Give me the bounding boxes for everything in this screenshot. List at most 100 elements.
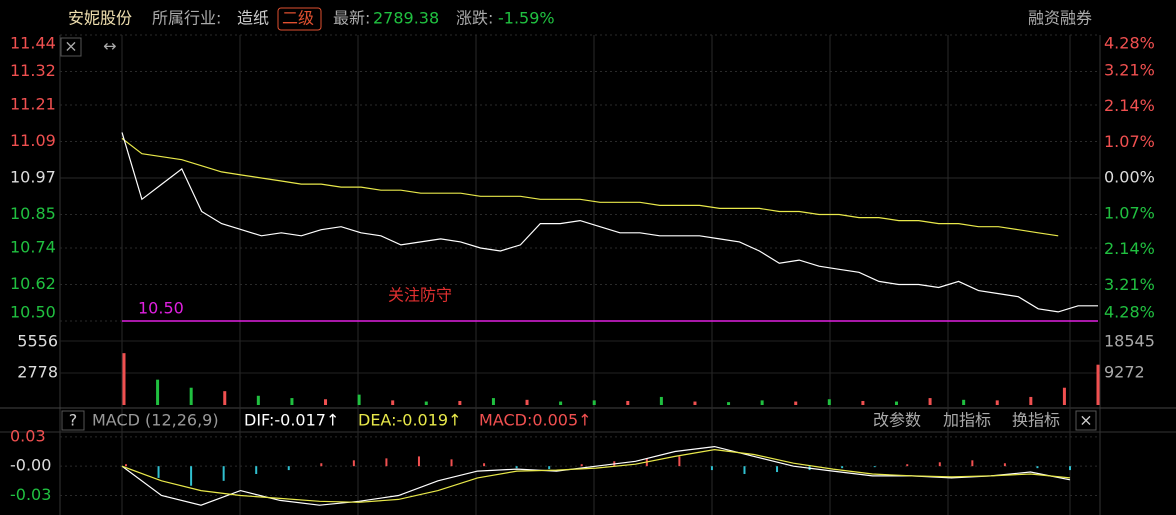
y-tick-label: 10.50 bbox=[10, 303, 56, 322]
dea-label: DEA:-0.019↑ bbox=[358, 411, 461, 430]
macd-bar bbox=[125, 464, 127, 467]
y-tick-label: 10.62 bbox=[10, 274, 56, 293]
close-icon[interactable] bbox=[60, 37, 82, 57]
volume-y2-label: 9272 bbox=[1104, 363, 1145, 382]
macd-button[interactable]: 加指标 bbox=[943, 411, 991, 430]
macd-button[interactable]: 换指标 bbox=[1012, 411, 1060, 430]
volume-bar bbox=[794, 401, 798, 405]
macd-bar bbox=[971, 460, 974, 467]
y2-tick-label: 1.07% bbox=[1104, 203, 1155, 222]
resize-icon[interactable]: ↔ bbox=[103, 37, 116, 56]
level[interactable]: 二级 bbox=[282, 9, 314, 28]
volume-y2-label: 18545 bbox=[1104, 332, 1155, 351]
y2-tick-label: 4.28% bbox=[1104, 34, 1155, 53]
volume-bar bbox=[256, 395, 260, 405]
macd-tick-label: -0.03 bbox=[10, 485, 51, 504]
macd-bar bbox=[515, 466, 518, 469]
volume-bar bbox=[693, 401, 697, 405]
volume-bar bbox=[559, 401, 563, 405]
macd-bar bbox=[743, 466, 746, 474]
y2-tick-label: 2.14% bbox=[1104, 239, 1155, 258]
change: -1.59% bbox=[498, 9, 555, 28]
y2-tick-label: 2.14% bbox=[1104, 96, 1155, 115]
macd-close-box[interactable] bbox=[1075, 410, 1097, 431]
volume-tick-label: 2778 bbox=[17, 363, 58, 382]
macd-bar bbox=[841, 466, 844, 469]
volume-bar bbox=[995, 400, 999, 405]
volume-bar bbox=[928, 398, 932, 405]
industry: 造纸 bbox=[237, 9, 269, 28]
macd-bar bbox=[385, 458, 388, 467]
macd-bar bbox=[710, 466, 713, 471]
macd-bar bbox=[190, 466, 193, 486]
y2-tick-label: 3.21% bbox=[1104, 60, 1155, 79]
macd-bar bbox=[1036, 466, 1039, 469]
y-tick-label: 10.97 bbox=[10, 168, 56, 187]
macd-bar bbox=[450, 459, 453, 467]
volume-bar bbox=[861, 400, 865, 405]
macd-bar bbox=[417, 456, 420, 467]
volume-bar bbox=[626, 400, 630, 405]
volume-bar bbox=[122, 353, 126, 405]
macd-tick-label: 0.03 bbox=[10, 426, 46, 445]
y-tick-label: 11.21 bbox=[10, 94, 56, 113]
change-label: 涨跌: bbox=[456, 9, 493, 28]
volume-bar bbox=[827, 399, 831, 405]
volume-bar bbox=[290, 398, 294, 405]
close-x[interactable]: × bbox=[64, 37, 77, 56]
y2-tick-label: 0.00% bbox=[1104, 168, 1155, 187]
macd-bar bbox=[906, 464, 909, 467]
industry-label: 所属行业: bbox=[152, 9, 221, 28]
volume-bar bbox=[156, 379, 160, 405]
macd-bar bbox=[1003, 463, 1006, 467]
volume-bar bbox=[894, 401, 898, 405]
y-tick-label: 11.32 bbox=[10, 61, 56, 80]
stock-name: 安妮股份 bbox=[68, 9, 132, 28]
help[interactable]: ? bbox=[69, 411, 78, 430]
level-box[interactable] bbox=[277, 7, 322, 31]
y2-tick-label: 3.21% bbox=[1104, 275, 1155, 294]
macd-bar bbox=[320, 463, 323, 467]
volume-bar bbox=[1096, 364, 1100, 405]
help-box[interactable] bbox=[61, 410, 85, 431]
macd-tick-label: -0.00 bbox=[10, 456, 51, 475]
volume-bar bbox=[1029, 396, 1033, 405]
volume-bar bbox=[1062, 387, 1066, 405]
macd-bar bbox=[776, 466, 779, 473]
volume-bar bbox=[760, 400, 764, 405]
y2-tick-label: 1.07% bbox=[1104, 132, 1155, 151]
volume-bar bbox=[223, 391, 227, 405]
volume-bar bbox=[962, 399, 966, 405]
volume-bar bbox=[458, 400, 462, 405]
macd-bar bbox=[938, 462, 941, 467]
margin-button[interactable]: 融资融券 bbox=[1028, 9, 1092, 28]
macd-bar bbox=[1069, 466, 1071, 471]
dea-line bbox=[121, 448, 1071, 503]
latest-label: 最新: bbox=[333, 9, 370, 28]
y-tick-label: 10.85 bbox=[10, 204, 56, 223]
macd-bar bbox=[287, 466, 290, 471]
volume-bar bbox=[525, 399, 529, 405]
volume-bar bbox=[659, 396, 663, 405]
macd-label: MACD:0.005↑ bbox=[479, 411, 592, 430]
average-line bbox=[121, 137, 1059, 237]
macd-bar bbox=[483, 463, 486, 467]
macd-bar bbox=[157, 466, 160, 478]
volume-bar bbox=[324, 399, 328, 405]
macd-bar bbox=[255, 466, 258, 474]
volume-tick-label: 5556 bbox=[17, 332, 58, 351]
annotation: 关注防守 bbox=[388, 286, 452, 305]
macd-button[interactable]: 改参数 bbox=[873, 411, 921, 430]
dif-label: DIF:-0.017↑ bbox=[244, 411, 339, 430]
latest: 2789.38 bbox=[373, 9, 439, 28]
volume-bar bbox=[189, 387, 193, 405]
volume-bar bbox=[357, 394, 361, 405]
y-tick-label: 10.74 bbox=[10, 237, 56, 256]
macd-close[interactable]: × bbox=[1079, 411, 1092, 430]
macd-bar bbox=[548, 466, 551, 470]
macd-bar bbox=[222, 466, 225, 481]
support-label: 10.50 bbox=[138, 299, 184, 318]
volume-bar bbox=[592, 400, 596, 405]
